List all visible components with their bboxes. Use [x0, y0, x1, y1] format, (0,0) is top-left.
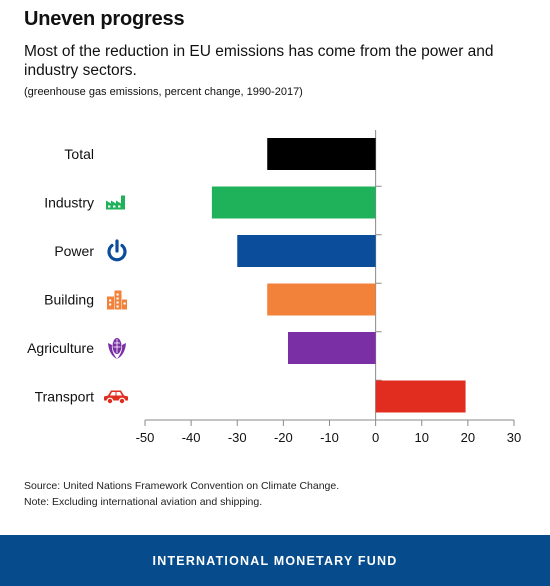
x-tick-label: -50 — [136, 430, 155, 445]
category-label-agriculture: Agriculture — [27, 340, 94, 356]
x-tick-label: 0 — [372, 430, 379, 445]
chart-subtitle: Most of the reduction in EU emissions ha… — [24, 43, 494, 79]
category-label-power: Power — [54, 243, 94, 259]
category-label-total: Total — [64, 146, 94, 162]
bar-industry — [211, 186, 376, 219]
bar-agriculture — [287, 332, 376, 364]
x-tick-label: -40 — [182, 430, 201, 445]
x-tick-label: 20 — [461, 430, 475, 445]
car-icon — [104, 390, 128, 405]
x-tick-label: -30 — [228, 430, 247, 445]
source-notes: Source: United Nations Framework Convent… — [24, 478, 339, 510]
footnote-text: Note: Excluding international aviation a… — [24, 496, 263, 508]
chart-title: Uneven progress — [24, 8, 185, 30]
building-icon — [107, 290, 127, 310]
category-label-industry: Industry — [44, 195, 94, 211]
category-label-transport: Transport — [35, 389, 95, 405]
x-tick-label: -10 — [320, 430, 339, 445]
bar-total — [267, 138, 376, 170]
bar-chart: -50 -40 -30 -20 -10 0 10 20 30 Total Industry Power… — [27, 130, 521, 445]
x-tick-label: -20 — [274, 430, 293, 445]
bar-power — [237, 235, 376, 267]
organization-name: INTERNATIONAL MONETARY FUND — [152, 553, 398, 568]
x-tick-label: 10 — [415, 430, 429, 445]
source-text: Source: United Nations Framework Convent… — [24, 480, 340, 492]
factory-icon — [106, 195, 125, 210]
bar-building — [267, 283, 376, 316]
category-label-building: Building — [44, 292, 94, 308]
x-tick-label: 30 — [507, 430, 521, 445]
imf-footer-banner: INTERNATIONAL MONETARY FUND — [0, 535, 550, 586]
power-icon — [107, 239, 127, 262]
corn-icon — [108, 338, 126, 359]
chart-units-note: (greenhouse gas emissions, percent chang… — [24, 86, 303, 98]
bar-transport — [375, 380, 466, 413]
